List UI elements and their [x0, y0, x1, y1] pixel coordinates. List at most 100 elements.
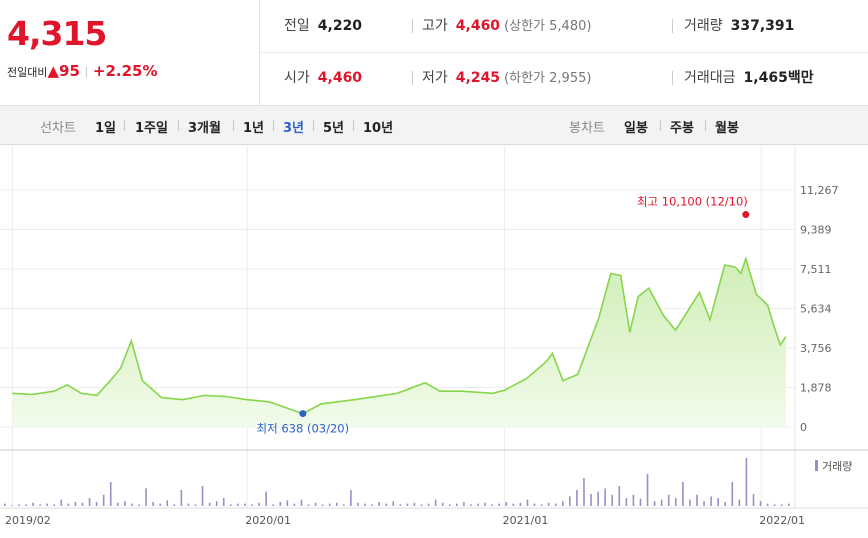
- volume-bar: [67, 503, 70, 506]
- volume-bar: [286, 500, 289, 506]
- volume-bar: [95, 502, 98, 506]
- volume-bar: [18, 504, 20, 506]
- volume-bar: [618, 486, 621, 506]
- volume-bar: [724, 502, 727, 506]
- volume-bar: [364, 503, 366, 506]
- divider: [660, 120, 661, 131]
- upper-limit: (상한가 5,480): [504, 19, 592, 34]
- volume-bar: [300, 499, 303, 506]
- volume-bar: [194, 504, 197, 506]
- stat-amount-label: 거래대금: [684, 70, 736, 86]
- y-tick-label: 3,756: [800, 342, 832, 355]
- stat-prev-label: 전일: [284, 18, 310, 34]
- volume-bar: [406, 503, 409, 506]
- line-chart-label: 선차트: [40, 121, 76, 136]
- volume-bar: [561, 501, 564, 506]
- stat-volume: 거래량 337,391: [684, 0, 794, 52]
- price-area: [12, 258, 786, 427]
- volume-bar: [385, 503, 388, 506]
- volume-bar: [780, 504, 783, 506]
- tab-10y[interactable]: 10년: [363, 121, 394, 136]
- divider: [178, 120, 179, 131]
- tab-3y[interactable]: 3년: [283, 121, 305, 136]
- divider: [273, 120, 274, 131]
- volume-bar: [265, 491, 267, 506]
- volume-bar: [526, 499, 529, 506]
- volume-bar: [293, 503, 296, 506]
- stat-high-value: 4,460: [455, 18, 501, 34]
- tab-5y[interactable]: 5년: [323, 121, 345, 136]
- volume-bar: [102, 494, 105, 506]
- tab-3m[interactable]: 3개월: [188, 121, 221, 136]
- stat-open-value: 4,460: [317, 70, 363, 86]
- stat-prev: 전일 4,220: [284, 0, 362, 52]
- volume-bar: [547, 502, 550, 506]
- x-tick-label: 2022/01: [759, 514, 805, 527]
- stat-open-label: 시가: [284, 70, 310, 86]
- volume-bar: [632, 494, 635, 506]
- volume-bar: [533, 503, 536, 506]
- volume-bar: [109, 482, 112, 506]
- divider: [85, 65, 87, 78]
- stat-low: 저가 4,245 (하한가 2,955): [422, 52, 591, 104]
- volume-legend: 거래량: [822, 460, 852, 473]
- volume-bar: [689, 499, 691, 506]
- volume-bar: [187, 503, 190, 506]
- volume-bar: [639, 498, 642, 506]
- volume-bar: [88, 498, 91, 506]
- volume-bar: [328, 503, 331, 506]
- volume-bar: [53, 504, 56, 506]
- volume-bar: [512, 503, 515, 506]
- volume-bar: [554, 503, 557, 506]
- volume-bar: [413, 502, 416, 506]
- volume-bar: [745, 458, 748, 506]
- volume-bar: [441, 502, 444, 506]
- divider: [233, 120, 234, 131]
- volume-bar: [350, 490, 352, 506]
- change-info: 전일대비▲95 +2.25%: [7, 62, 158, 80]
- volume-bar: [173, 504, 176, 506]
- y-tick-label: 1,878: [800, 382, 832, 395]
- x-tick-label: 2019/02: [5, 514, 51, 527]
- tab-1w[interactable]: 1주일: [135, 121, 168, 136]
- y-tick-label: 7,511: [800, 263, 832, 276]
- volume-bar: [25, 504, 27, 506]
- volume-bar: [124, 501, 126, 506]
- volume-bar: [759, 501, 762, 506]
- max-label: 최고 10,100 (12/10): [637, 195, 748, 209]
- volume-bar: [660, 499, 663, 506]
- volume-bar: [230, 504, 232, 506]
- volume-bar: [519, 502, 522, 506]
- divider: [124, 120, 125, 131]
- price-chart: 11,267 9,389 7,511 5,634 3,756 1,878 0 최고 10,1…: [0, 146, 868, 527]
- divider: [313, 120, 314, 131]
- volume-bar: [463, 502, 465, 506]
- x-tick-label: 2020/01: [245, 514, 291, 527]
- volume-bar: [420, 504, 423, 506]
- volume-bar: [667, 494, 670, 506]
- volume-bar: [674, 498, 677, 506]
- volume-bar: [604, 488, 606, 506]
- volume-bar: [378, 502, 380, 506]
- tab-1d[interactable]: 1일: [95, 121, 117, 136]
- tab-weekly[interactable]: 주봉: [670, 121, 694, 136]
- tab-monthly[interactable]: 월봉: [715, 121, 739, 136]
- volume-bar: [237, 503, 239, 506]
- min-label: 최저 638 (03/20): [257, 422, 350, 436]
- tab-daily[interactable]: 일봉: [624, 121, 648, 136]
- stats-row-1: 전일 4,220 고가 4,460 (상한가 5,480) 거래량 337,391: [260, 0, 868, 53]
- stat-low-label: 저가: [422, 70, 448, 86]
- stat-low-value: 4,245: [455, 70, 501, 86]
- volume-bar: [710, 496, 712, 506]
- stat-high-label: 고가: [422, 18, 448, 34]
- y-axis-labels: 11,267 9,389 7,511 5,634 3,756 1,878 0: [800, 184, 839, 434]
- volume-bar: [484, 502, 486, 506]
- volume-bar: [279, 502, 282, 506]
- tab-1y[interactable]: 1년: [243, 121, 265, 136]
- x-axis-labels: 2019/02 2020/01 2021/01 2022/01: [5, 514, 805, 527]
- volume-bar: [138, 504, 140, 506]
- current-price: 4,315: [7, 14, 107, 53]
- volume-bar: [682, 482, 684, 506]
- divider: [412, 71, 413, 85]
- volume-bars: [4, 458, 790, 506]
